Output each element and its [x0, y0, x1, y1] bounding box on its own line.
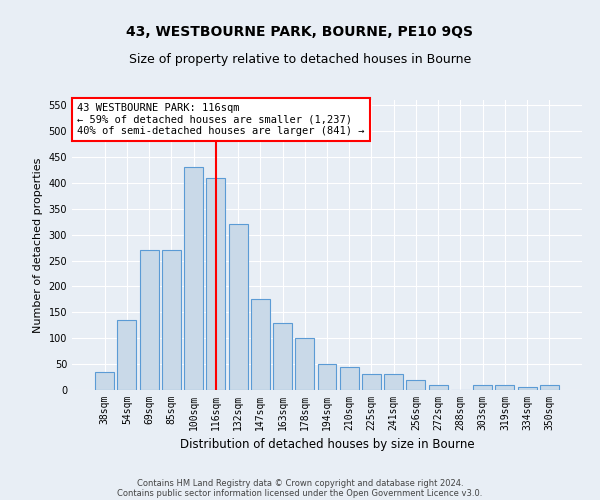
Bar — [362, 374, 381, 390]
Bar — [184, 168, 203, 390]
Bar — [295, 338, 314, 390]
Bar — [229, 224, 248, 390]
Text: Contains HM Land Registry data © Crown copyright and database right 2024.: Contains HM Land Registry data © Crown c… — [137, 478, 463, 488]
Bar — [384, 374, 403, 390]
Bar — [518, 388, 536, 390]
Bar — [496, 385, 514, 390]
X-axis label: Distribution of detached houses by size in Bourne: Distribution of detached houses by size … — [179, 438, 475, 452]
Text: Contains public sector information licensed under the Open Government Licence v3: Contains public sector information licen… — [118, 488, 482, 498]
Y-axis label: Number of detached properties: Number of detached properties — [33, 158, 43, 332]
Bar — [140, 250, 158, 390]
Text: Size of property relative to detached houses in Bourne: Size of property relative to detached ho… — [129, 52, 471, 66]
Bar — [406, 380, 425, 390]
Bar — [251, 300, 270, 390]
Bar — [473, 385, 492, 390]
Text: 43, WESTBOURNE PARK, BOURNE, PE10 9QS: 43, WESTBOURNE PARK, BOURNE, PE10 9QS — [127, 25, 473, 39]
Bar — [317, 364, 337, 390]
Bar — [95, 372, 114, 390]
Text: 43 WESTBOURNE PARK: 116sqm
← 59% of detached houses are smaller (1,237)
40% of s: 43 WESTBOURNE PARK: 116sqm ← 59% of deta… — [77, 103, 365, 136]
Bar — [340, 366, 359, 390]
Bar — [118, 320, 136, 390]
Bar — [540, 385, 559, 390]
Bar — [206, 178, 225, 390]
Bar — [273, 322, 292, 390]
Bar — [162, 250, 181, 390]
Bar — [429, 385, 448, 390]
